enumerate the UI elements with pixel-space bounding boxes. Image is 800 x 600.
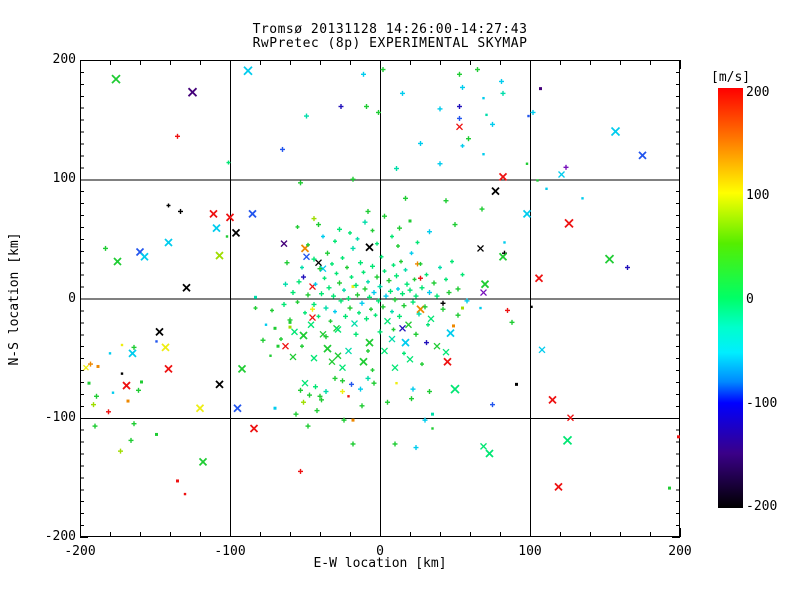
x-axis-label: E-W location [km] bbox=[313, 556, 447, 571]
colorbar-gradient bbox=[718, 88, 743, 508]
colorbar-tick-label: 200 bbox=[746, 85, 770, 100]
y-tick-label: 200 bbox=[52, 52, 76, 67]
y-axis-label: N-S location [km] bbox=[7, 232, 22, 366]
y-tick-label: 0 bbox=[68, 291, 76, 306]
colorbar-unit-label: [m/s] bbox=[711, 70, 751, 85]
colorbar-tick-label: -200 bbox=[746, 499, 778, 514]
x-tick-label: 0 bbox=[376, 544, 384, 559]
x-tick-label: -200 bbox=[64, 544, 96, 559]
x-tick-label: -100 bbox=[214, 544, 246, 559]
colorbar-tick-label: 0 bbox=[746, 292, 754, 307]
y-tick-label: -100 bbox=[44, 410, 76, 425]
colorbar-tick-label: 100 bbox=[746, 188, 770, 203]
plot-title: Tromsø 20131128 14:26:00-14:27:43 bbox=[252, 22, 528, 37]
plot-subtitle: RwPretec (8p) EXPERIMENTAL SKYMAP bbox=[252, 36, 528, 51]
x-tick-label: 200 bbox=[668, 544, 692, 559]
colorbar-tick-label: -100 bbox=[746, 396, 778, 411]
x-tick-label: 100 bbox=[518, 544, 542, 559]
y-tick-label: 100 bbox=[52, 171, 76, 186]
y-tick-label: -200 bbox=[44, 529, 76, 544]
